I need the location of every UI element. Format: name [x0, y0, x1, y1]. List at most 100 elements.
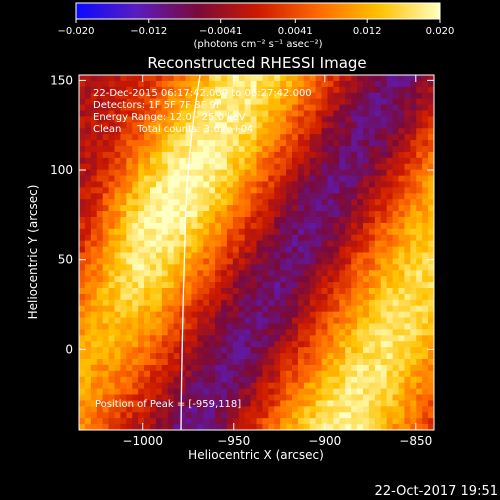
heatmap-pixel	[268, 258, 275, 265]
heatmap-pixel	[374, 98, 382, 105]
heatmap-pixel	[114, 140, 121, 147]
heatmap-pixel	[309, 264, 317, 271]
heatmap-pixel	[268, 293, 275, 301]
heatmap-pixel	[144, 86, 151, 94]
heatmap-pixel	[309, 311, 317, 318]
heatmap-pixel	[155, 163, 163, 171]
heatmap-pixel	[203, 128, 210, 135]
heatmap-pixel	[386, 175, 393, 182]
heatmap-pixel	[250, 140, 257, 147]
heatmap-pixel	[79, 276, 86, 283]
heatmap-pixel	[280, 276, 287, 283]
heatmap-pixel	[374, 353, 382, 360]
heatmap-pixel	[327, 353, 334, 360]
heatmap-pixel	[84, 246, 92, 253]
heatmap-pixel	[351, 299, 358, 307]
heatmap-pixel	[280, 412, 287, 419]
heatmap-pixel	[339, 86, 346, 94]
heatmap-pixel	[410, 246, 417, 253]
heatmap-pixel	[422, 418, 429, 425]
heatmap-pixel	[215, 199, 222, 206]
heatmap-pixel	[357, 388, 364, 395]
heatmap-pixel	[138, 406, 145, 413]
heatmap-pixel	[150, 228, 157, 236]
heatmap-pixel	[96, 75, 104, 82]
heatmap-pixel	[209, 418, 216, 425]
heatmap-pixel	[374, 110, 382, 117]
heatmap-pixel	[232, 222, 240, 230]
heatmap-pixel	[209, 240, 216, 247]
heatmap-pixel	[167, 394, 175, 401]
y-tick-label: 150	[50, 73, 73, 87]
heatmap-pixel	[108, 187, 115, 194]
heatmap-pixel	[363, 382, 370, 389]
heatmap-pixel	[351, 382, 358, 389]
heatmap-pixel	[84, 282, 92, 289]
heatmap-pixel	[345, 424, 352, 430]
heatmap-pixel	[120, 406, 127, 413]
heatmap-pixel	[120, 353, 127, 360]
heatmap-pixel	[286, 86, 293, 94]
heatmap-pixel	[268, 406, 275, 413]
heatmap-pixel	[309, 211, 317, 218]
heatmap-pixel	[203, 205, 210, 212]
heatmap-pixel	[339, 293, 346, 301]
heatmap-pixel	[286, 258, 293, 265]
colorbar-gradient	[75, 2, 441, 20]
heatmap-pixel	[410, 406, 417, 413]
heatmap-pixel	[404, 211, 411, 218]
heatmap-pixel	[309, 98, 317, 105]
heatmap-pixel	[262, 175, 269, 182]
heatmap-pixel	[374, 323, 382, 330]
heatmap-pixel	[368, 222, 376, 230]
heatmap-pixel	[232, 104, 240, 111]
heatmap-pixel	[374, 116, 382, 123]
heatmap-pixel	[280, 394, 287, 401]
heatmap-pixel	[84, 347, 92, 354]
heatmap-pixel	[268, 169, 275, 176]
heatmap-pixel	[274, 217, 281, 224]
heatmap-pixel	[386, 341, 393, 348]
heatmap-pixel	[357, 276, 364, 283]
heatmap-pixel	[244, 353, 251, 360]
heatmap-pixel	[280, 418, 287, 425]
heatmap-pixel	[215, 264, 222, 271]
heatmap-pixel	[351, 116, 358, 123]
heatmap-pixel	[161, 128, 169, 135]
heatmap-pixel	[297, 128, 305, 135]
heatmap-pixel	[339, 157, 346, 165]
heatmap-pixel	[179, 211, 186, 218]
heatmap-pixel	[221, 122, 228, 129]
heatmap-pixel	[286, 341, 293, 348]
heatmap-pixel	[84, 140, 92, 147]
heatmap-pixel	[339, 104, 346, 111]
heatmap-pixel	[244, 376, 251, 384]
heatmap-pixel	[150, 110, 157, 117]
heatmap-pixel	[126, 169, 133, 176]
heatmap-pixel	[102, 418, 109, 425]
heatmap-pixel	[167, 382, 175, 389]
heatmap-pixel	[191, 86, 198, 94]
heatmap-pixel	[90, 157, 98, 165]
heatmap-pixel	[286, 163, 293, 171]
heatmap-pixel	[286, 370, 293, 378]
heatmap-pixel	[84, 240, 92, 247]
heatmap-pixel	[144, 122, 151, 129]
heatmap-pixel	[404, 347, 411, 354]
heatmap-pixel	[262, 151, 269, 159]
heatmap-pixel	[132, 193, 139, 200]
heatmap-pixel	[108, 217, 115, 224]
heatmap-pixel	[232, 418, 240, 425]
heatmap-pixel	[256, 211, 263, 218]
heatmap-pixel	[268, 252, 275, 259]
heatmap-pixel	[79, 394, 86, 401]
heatmap-pixel	[286, 146, 293, 153]
heatmap-pixel	[345, 264, 352, 271]
heatmap-pixel	[368, 104, 376, 111]
heatmap-pixel	[161, 311, 169, 318]
heatmap-pixel	[309, 110, 317, 117]
heatmap-pixel	[179, 104, 186, 111]
heatmap-pixel	[392, 364, 399, 372]
heatmap-pixel	[108, 181, 115, 188]
heatmap-pixel	[250, 270, 257, 277]
